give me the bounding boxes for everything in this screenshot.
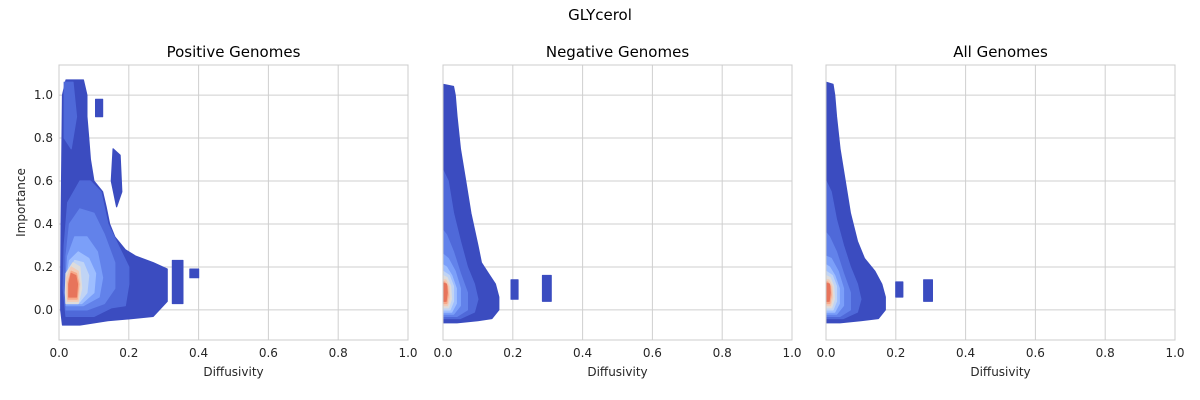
x-tick-label: 0.8 bbox=[1096, 346, 1115, 360]
y-tick-label: 0.8 bbox=[34, 131, 53, 145]
contour-level-1 bbox=[189, 268, 200, 279]
contour-level-10 bbox=[68, 272, 79, 298]
x-tick-label: 0.8 bbox=[329, 346, 348, 360]
contour-level-1 bbox=[510, 279, 519, 300]
contour-level-10 bbox=[826, 282, 831, 302]
panel-title: Negative Genomes bbox=[546, 43, 689, 61]
density-contours bbox=[826, 81, 934, 324]
x-tick-label: 0.2 bbox=[886, 346, 905, 360]
y-tick-label: 0.0 bbox=[34, 303, 53, 317]
y-tick-label: 0.4 bbox=[34, 217, 53, 231]
x-tick-label: 0.4 bbox=[189, 346, 208, 360]
panel-1: Positive Genomes 0.0 0.2 0.4 0.6 0.8 1.0 0.0 0.2… bbox=[14, 43, 418, 379]
panels: Positive Genomes 0.0 0.2 0.4 0.6 0.8 1.0 0.0 0.2… bbox=[14, 43, 1185, 379]
x-tick-label: 0.0 bbox=[816, 346, 835, 360]
y-axis-label: Importance bbox=[14, 168, 28, 237]
x-tick-label: 0.6 bbox=[259, 346, 278, 360]
x-axis-label: Diffusivity bbox=[587, 365, 647, 379]
contour-level-1 bbox=[895, 281, 904, 298]
plot-frame bbox=[825, 64, 1176, 341]
x-axis-label: Diffusivity bbox=[203, 365, 263, 379]
x-axis-label: Diffusivity bbox=[970, 365, 1030, 379]
contour-level-1 bbox=[541, 274, 552, 302]
x-tick-label: 0.6 bbox=[643, 346, 662, 360]
contour-level-1 bbox=[94, 98, 104, 118]
contour-level-1 bbox=[171, 259, 184, 305]
x-tick-label: 0.6 bbox=[1026, 346, 1045, 360]
x-tick-label: 0.4 bbox=[956, 346, 975, 360]
x-tick-label: 0.2 bbox=[503, 346, 522, 360]
density-contours bbox=[443, 83, 552, 324]
contour-level-1 bbox=[110, 148, 123, 208]
contour-level-1 bbox=[923, 279, 934, 302]
x-tick-label: 0.8 bbox=[713, 346, 732, 360]
x-tick-label: 1.0 bbox=[1165, 346, 1184, 360]
y-tick-label: 0.6 bbox=[34, 174, 53, 188]
density-contours bbox=[60, 79, 200, 326]
x-tick-label: 0.2 bbox=[119, 346, 138, 360]
contour-level-2 bbox=[63, 81, 78, 150]
contour-level-10 bbox=[443, 282, 448, 302]
x-tick-label: 0.0 bbox=[49, 346, 68, 360]
panel-3: All Genomes 0.0 0.2 0.4 0.6 0.8 1.0 Diffusivity bbox=[816, 43, 1184, 379]
panel-title: All Genomes bbox=[953, 43, 1048, 61]
figure-suptitle: GLYcerol bbox=[568, 6, 632, 24]
plot-frame bbox=[58, 64, 409, 341]
y-tick-label: 0.2 bbox=[34, 260, 53, 274]
x-tick-label: 0.4 bbox=[573, 346, 592, 360]
y-tick-label: 1.0 bbox=[34, 88, 53, 102]
x-tick-label: 0.0 bbox=[433, 346, 452, 360]
plot-frame bbox=[442, 64, 793, 341]
x-tick-label: 1.0 bbox=[398, 346, 417, 360]
x-tick-label: 1.0 bbox=[782, 346, 801, 360]
panel-2: Negative Genomes 0.0 0.2 0.4 0.6 0.8 1.0 Diffus… bbox=[433, 43, 801, 379]
panel-title: Positive Genomes bbox=[167, 43, 301, 61]
